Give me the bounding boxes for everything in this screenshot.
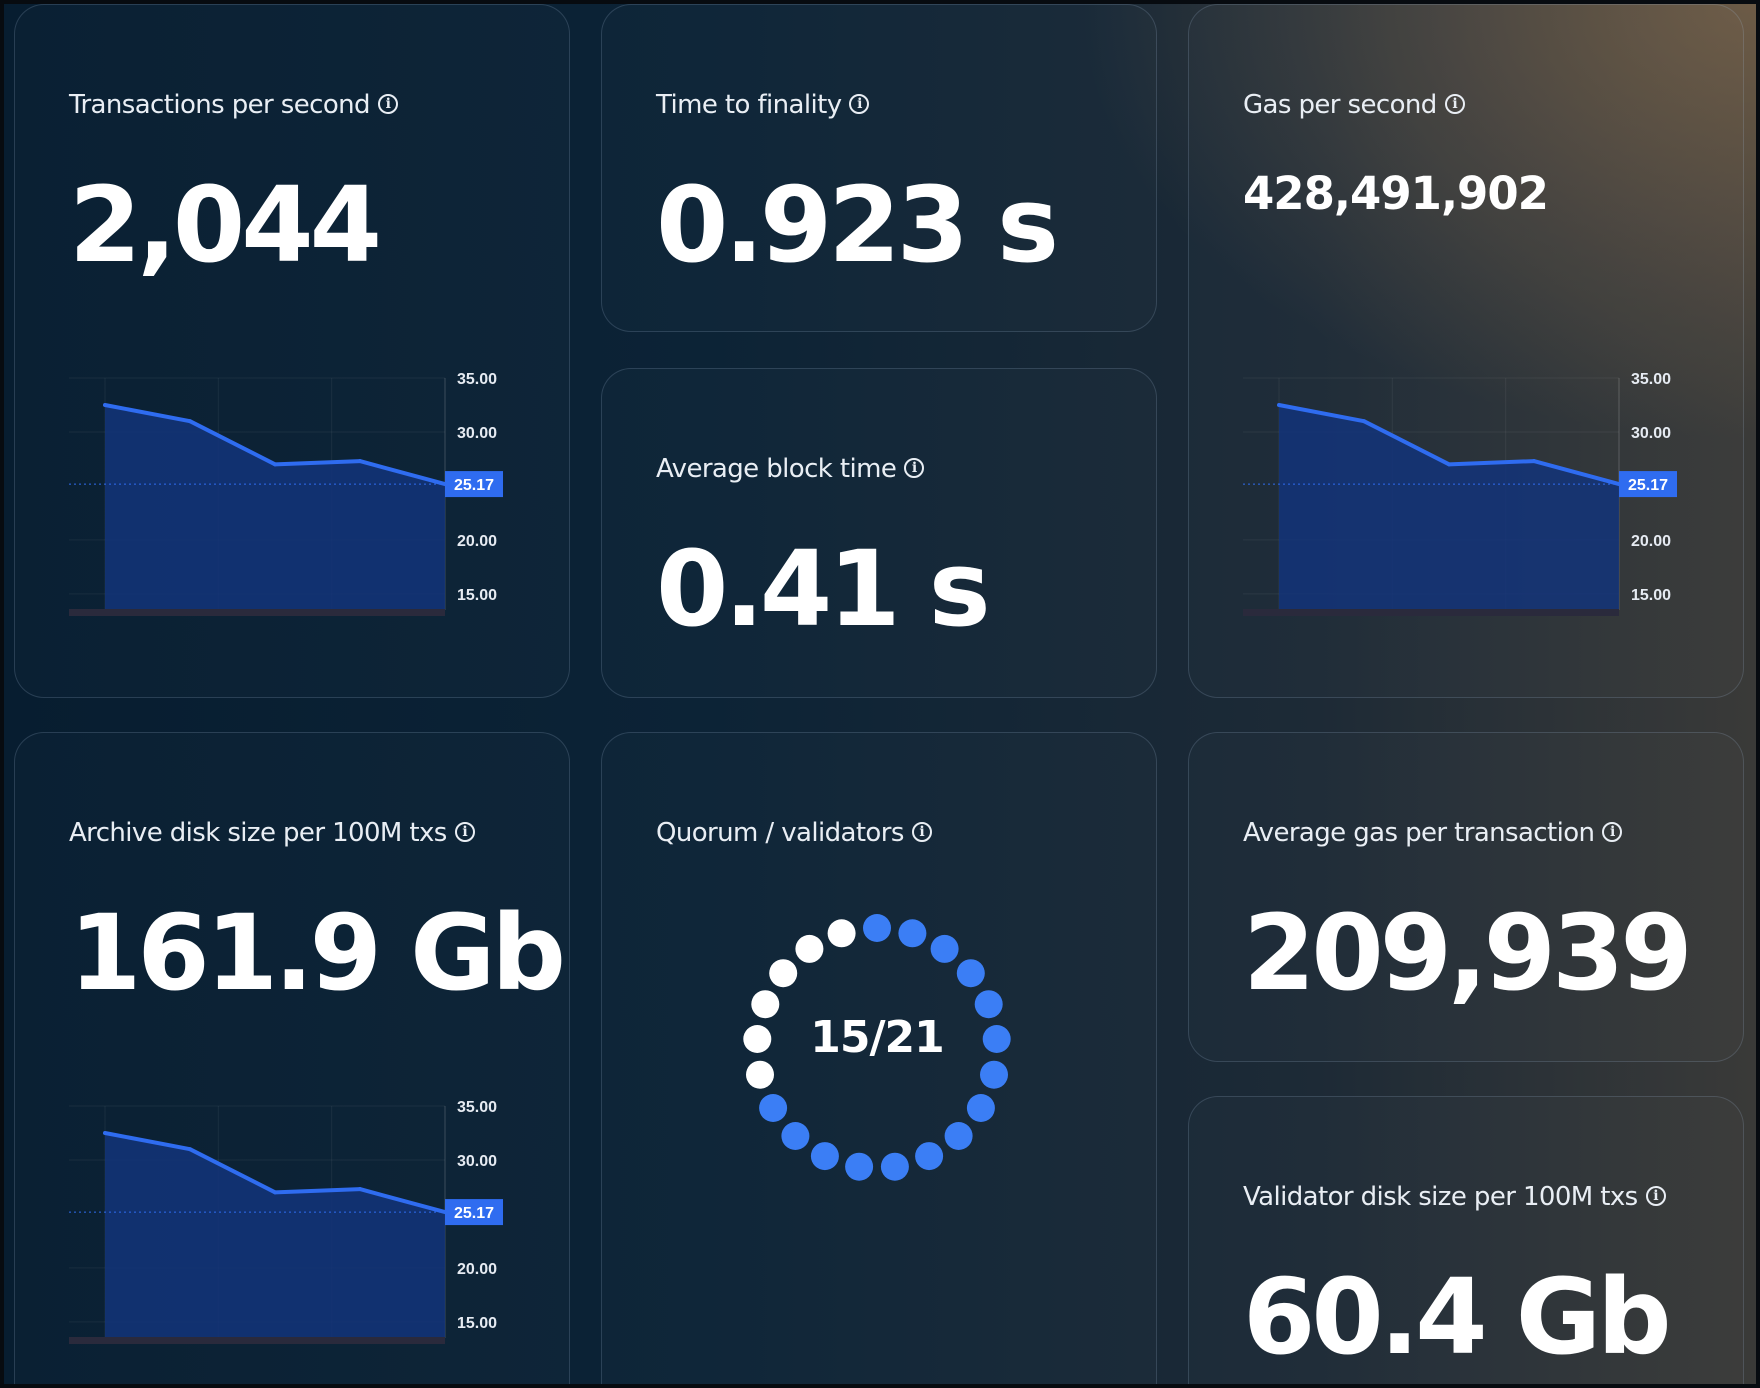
quorum-dot-active [898, 919, 927, 948]
tps-chart: 35.00 30.00 25.17 20.00 15.00 [69, 371, 503, 616]
card-transactions-per-second: Transactions per second i 2,044 35.00 30.0… [14, 4, 570, 698]
quorum-dot-inactive [743, 1025, 772, 1053]
y-tick-label: 15.00 [457, 1315, 497, 1332]
y-tick-label: 20.00 [457, 1261, 497, 1278]
quorum-dot-inactive [827, 919, 856, 948]
y-tick-label: 30.00 [457, 425, 497, 442]
info-circle-icon[interactable]: i [454, 821, 475, 842]
quorum-dot-active [880, 1152, 909, 1181]
y-tick-label: 20.00 [1631, 533, 1671, 550]
y-tick-label: 30.00 [457, 1153, 497, 1170]
last-value-badge [445, 471, 503, 498]
quorum-dot-active [944, 1122, 973, 1150]
chart-line-segment [188, 419, 277, 467]
chart-line-segment [273, 1187, 362, 1195]
info-circle-icon[interactable]: i [1444, 93, 1465, 114]
archive-disk-chart: 35.00 30.00 25.17 20.00 15.00 [69, 1099, 503, 1344]
gas-per-second-chart: 35.00 30.00 25.17 20.00 15.00 [1243, 371, 1677, 616]
quorum-dot-active [966, 1094, 995, 1122]
quorum-value: 15/21 [810, 1012, 945, 1063]
block-time-label: Average block time i [656, 454, 925, 484]
finality-label: Time to finality i [656, 90, 870, 120]
dashboard: Transactions per second i 2,044 35.00 30.0… [4, 4, 1756, 1384]
chart-area [105, 1132, 445, 1338]
chart-line-segment [358, 1187, 447, 1215]
chart-line-segment [188, 1147, 277, 1195]
y-tick-label: 20.00 [457, 533, 497, 550]
quorum-dot-active [980, 1060, 1008, 1089]
finality-value: 0.923 s [656, 164, 1059, 286]
quorum-dot-active [956, 959, 985, 988]
quorum-dot-active [863, 914, 891, 942]
card-archive-disk-size: Archive disk size per 100M txs i 161.9 Gb… [14, 732, 570, 1384]
chart-line-segment [1362, 419, 1451, 467]
quorum-dot-active [915, 1142, 944, 1171]
quorum-dot-active [982, 1025, 1011, 1053]
quorum-dot-active [974, 990, 1003, 1019]
card-gas-per-second: Gas per second i 428,491,902 35.00 30.00 25… [1188, 4, 1744, 698]
chart-scrollbar [69, 609, 445, 616]
gas-per-second-value: 428,491,902 [1243, 167, 1549, 220]
y-tick-label: 35.00 [1631, 371, 1671, 388]
validator-disk-label: Validator disk size per 100M txs i [1243, 1182, 1666, 1212]
last-value-label: 25.17 [454, 1205, 494, 1222]
chart-line-segment [1532, 459, 1621, 487]
quorum-dot-active [845, 1152, 874, 1181]
chart-area [1279, 404, 1619, 610]
chart-scrollbar [69, 1337, 445, 1344]
y-tick-label: 15.00 [457, 587, 497, 604]
last-value-label: 25.17 [454, 477, 494, 494]
avg-gas-tx-label: Average gas per transaction i [1243, 818, 1623, 848]
quorum-dot-inactive [746, 1060, 774, 1089]
quorum-dot-inactive [751, 990, 780, 1019]
y-tick-label: 30.00 [1631, 425, 1671, 442]
info-circle-icon[interactable]: i [849, 93, 870, 114]
card-average-gas-per-transaction: Average gas per transaction i 209,939 [1188, 732, 1744, 1062]
last-value-badge [1619, 471, 1677, 498]
y-tick-label: 35.00 [457, 1099, 497, 1116]
quorum-label: Quorum / validators i [656, 818, 932, 848]
validator-disk-value: 60.4 Gb [1243, 1256, 1672, 1378]
info-circle-icon[interactable]: i [1645, 1185, 1666, 1206]
info-circle-icon[interactable]: i [911, 821, 932, 842]
avg-gas-tx-value: 209,939 [1243, 892, 1693, 1014]
chart-scrollbar [1243, 609, 1619, 616]
chart-area [105, 404, 445, 610]
quorum-dot-active [781, 1122, 810, 1150]
card-time-to-finality: Time to finality i 0.923 s [601, 4, 1157, 332]
tps-label: Transactions per second i [69, 90, 398, 120]
card-validator-disk-size: Validator disk size per 100M txs i 60.4 G… [1188, 1096, 1744, 1384]
quorum-dot-active [810, 1142, 839, 1171]
chart-line-segment [358, 459, 447, 487]
info-circle-icon[interactable]: i [904, 457, 925, 478]
quorum-dot-active [759, 1094, 788, 1122]
quorum-dot-inactive [769, 959, 798, 988]
chart-line-segment [103, 1130, 192, 1152]
y-tick-label: 35.00 [457, 371, 497, 388]
gas-per-second-label: Gas per second i [1243, 90, 1465, 120]
quorum-dot-inactive [795, 934, 824, 963]
info-circle-icon[interactable]: i [377, 93, 398, 114]
quorum-ring [743, 914, 1011, 1181]
last-value-label: 25.17 [1628, 477, 1668, 494]
card-average-block-time: Average block time i 0.41 s [601, 368, 1157, 698]
card-quorum-validators: Quorum / validators i 15/21 [601, 732, 1157, 1384]
last-value-badge [445, 1199, 503, 1226]
chart-line-segment [1447, 459, 1536, 467]
block-time-value: 0.41 s [656, 528, 991, 650]
info-circle-icon[interactable]: i [1602, 821, 1623, 842]
quorum-dot-active [930, 934, 959, 963]
chart-line-segment [1277, 402, 1366, 424]
chart-line-segment [103, 402, 192, 424]
chart-line-segment [273, 459, 362, 467]
archive-disk-label: Archive disk size per 100M txs i [69, 818, 475, 848]
tps-value: 2,044 [69, 164, 382, 286]
y-tick-label: 15.00 [1631, 587, 1671, 604]
archive-disk-value: 161.9 Gb [69, 892, 566, 1014]
